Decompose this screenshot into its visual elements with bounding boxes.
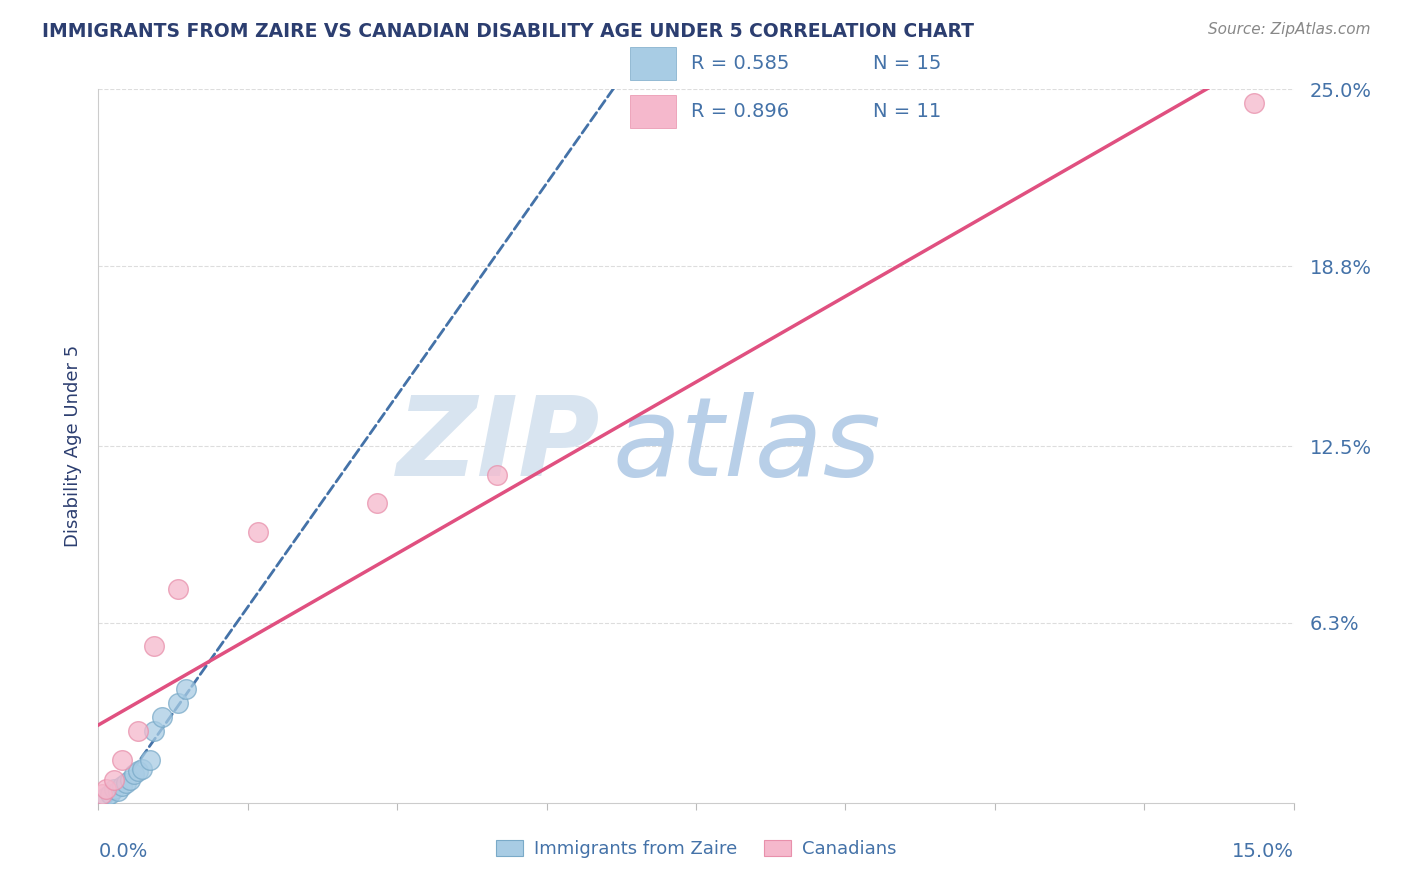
Text: R = 0.896: R = 0.896 [690,102,789,121]
Point [115,776,138,790]
Point [103,772,125,787]
Point [139,753,162,767]
Point [96,781,118,796]
Point [143,724,166,739]
Text: N = 15: N = 15 [873,54,942,73]
Point [96,790,118,805]
Y-axis label: Disability Age Under 5: Disability Age Under 5 [63,345,82,547]
Point [98,787,122,801]
Text: 0.0%: 0.0% [98,842,148,861]
Point [103,781,125,796]
Point [167,582,190,596]
Point [124,767,146,781]
Point [1243,96,1265,111]
Point [167,696,190,710]
Point [91,787,114,801]
FancyBboxPatch shape [630,47,675,79]
Point [131,762,153,776]
Text: Source: ZipAtlas.com: Source: ZipAtlas.com [1208,22,1371,37]
Text: 15.0%: 15.0% [1232,842,1294,861]
Point [174,681,197,696]
Point [150,710,173,724]
Point [120,772,142,787]
Point [111,753,134,767]
FancyBboxPatch shape [630,95,675,128]
Point [143,639,166,653]
Point [127,764,149,779]
Text: IMMIGRANTS FROM ZAIRE VS CANADIAN DISABILITY AGE UNDER 5 CORRELATION CHART: IMMIGRANTS FROM ZAIRE VS CANADIAN DISABI… [42,22,974,41]
Text: atlas: atlas [612,392,882,500]
Text: R = 0.585: R = 0.585 [690,54,789,73]
Point [111,779,134,793]
Legend: Immigrants from Zaire, Canadians: Immigrants from Zaire, Canadians [488,832,904,865]
Point [485,467,508,482]
Point [107,784,129,798]
Text: ZIP: ZIP [396,392,600,500]
Point [366,496,388,510]
Text: N = 11: N = 11 [873,102,941,121]
Point [246,524,269,539]
Point [127,724,149,739]
